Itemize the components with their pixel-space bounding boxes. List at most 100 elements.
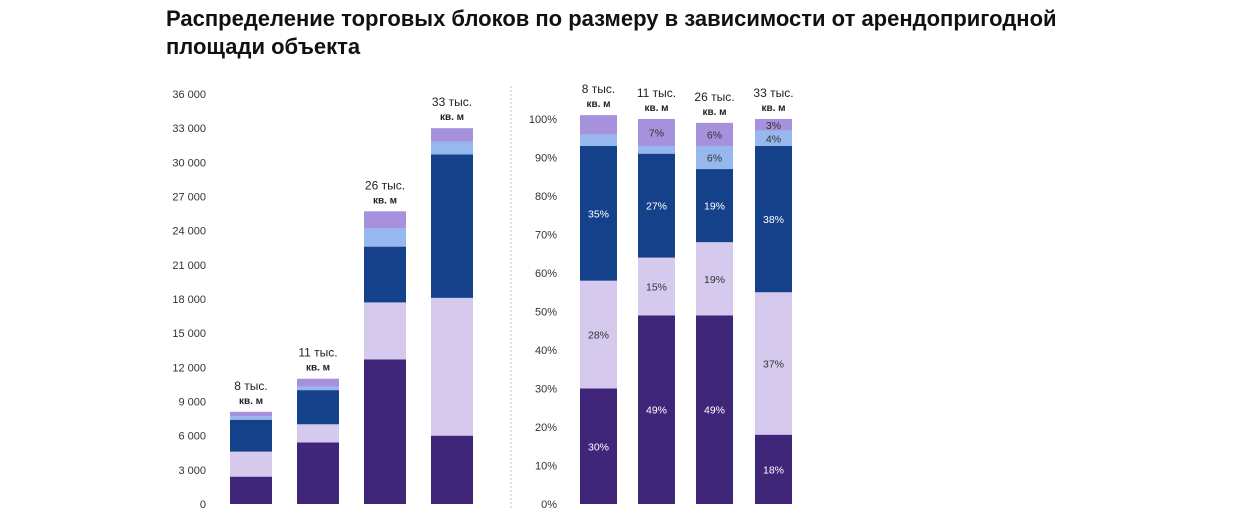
data-label: 28% xyxy=(588,330,609,342)
y-tick-label: 30% xyxy=(535,384,557,396)
data-label: 4% xyxy=(766,133,781,145)
bar-segment xyxy=(755,119,792,131)
data-label: 3% xyxy=(766,120,781,132)
bar-segment xyxy=(297,386,339,391)
bar-segment xyxy=(431,435,473,504)
bar-segment xyxy=(638,257,675,316)
bar-segment xyxy=(638,145,675,154)
percent-share-chart: 0% 10% 20% 30% 40% 50% 60% 70% 80% 90% 100% 30% 28% 3… xyxy=(529,82,794,511)
y-tick-label: 10% xyxy=(535,461,557,473)
bar-segment xyxy=(696,145,733,170)
bar-segment xyxy=(230,476,272,504)
bar-category-label: 8 тыс. xyxy=(582,82,615,96)
bar-category-label: 11 тыс. xyxy=(637,86,676,100)
y-tick-label: 9 000 xyxy=(178,397,206,409)
y-tick-label: 30 000 xyxy=(172,157,206,169)
bar-segment xyxy=(431,128,473,142)
bar-segment xyxy=(364,211,406,229)
bar-segment xyxy=(230,451,272,477)
bar-segment xyxy=(638,315,675,504)
y-tick-label: 50% xyxy=(535,307,557,319)
data-label: 6% xyxy=(707,129,722,141)
y-tick-label: 18 000 xyxy=(172,294,206,306)
bar-segment xyxy=(230,411,272,417)
bar-segment xyxy=(230,416,272,420)
bar-category-label-unit: кв. м xyxy=(306,363,330,374)
y-tick-label: 40% xyxy=(535,345,557,357)
bar-segment xyxy=(755,292,792,435)
bar-segment xyxy=(364,246,406,303)
data-label: 6% xyxy=(707,153,722,165)
bar-category-label: 11 тыс. xyxy=(298,346,337,360)
data-label: 30% xyxy=(588,441,609,453)
bar-category-label: 33 тыс. xyxy=(432,95,472,109)
bar-segment xyxy=(297,390,339,425)
y-tick-label: 20% xyxy=(535,422,557,434)
data-label: 15% xyxy=(646,281,667,293)
data-label: 18% xyxy=(763,464,784,476)
y-tick-label: 3 000 xyxy=(178,465,206,477)
bar-category-label-unit: кв. м xyxy=(702,107,726,118)
absolute-area-chart: 0 3 000 6 000 9 000 12 000 15 000 18 000 21 000… xyxy=(172,89,473,511)
bar-segment xyxy=(696,242,733,316)
bar-segment xyxy=(364,228,406,247)
y-tick-label: 12 000 xyxy=(172,362,206,374)
bar-segment xyxy=(297,442,339,504)
data-label: 35% xyxy=(588,208,609,220)
bar-segment xyxy=(580,388,617,504)
page-title-line-2: площади объекта xyxy=(166,34,361,59)
bar-segment xyxy=(364,359,406,504)
data-label: 37% xyxy=(763,358,784,370)
bar-segment xyxy=(755,145,792,293)
data-label: 19% xyxy=(704,274,725,286)
bar-category-label-unit: кв. м xyxy=(761,103,785,114)
bar-segment xyxy=(580,280,617,389)
bar-segment xyxy=(431,297,473,436)
bar-segment xyxy=(755,130,792,146)
bar-category-label-unit: кв. м xyxy=(586,99,610,110)
bar-category-label: 8 тыс. xyxy=(234,379,267,393)
bar-segment xyxy=(431,141,473,155)
page-title-line-1: Распределение торговых блоков по размеру… xyxy=(166,6,1057,31)
y-tick-label: 100% xyxy=(529,114,557,126)
y-tick-label: 33 000 xyxy=(172,123,206,135)
bar-category-label-unit: кв. м xyxy=(644,103,668,114)
bar-segment xyxy=(297,378,339,387)
y-tick-label: 21 000 xyxy=(172,260,206,272)
data-label: 27% xyxy=(646,201,667,213)
data-label: 49% xyxy=(704,405,725,417)
data-label: 38% xyxy=(763,214,784,226)
y-tick-label: 24 000 xyxy=(172,226,206,238)
bar-segment xyxy=(230,419,272,452)
data-label: 49% xyxy=(646,405,667,417)
y-tick-label: 0% xyxy=(541,499,557,511)
y-tick-label: 36 000 xyxy=(172,89,206,101)
bar-segment xyxy=(580,145,617,281)
data-label: 19% xyxy=(704,201,725,213)
bar-segment xyxy=(755,434,792,504)
bar-category-label: 26 тыс. xyxy=(694,90,734,104)
y-tick-label: 0 xyxy=(200,499,206,511)
y-tick-label: 70% xyxy=(535,230,557,242)
bar-segment xyxy=(638,153,675,258)
bar-segment xyxy=(580,115,617,135)
bar-segment xyxy=(638,119,675,146)
bar-segment xyxy=(364,302,406,360)
bar-category-label: 33 тыс. xyxy=(753,86,793,100)
bar-segment xyxy=(696,169,733,243)
bar-segment xyxy=(297,424,339,443)
data-label: 7% xyxy=(649,127,664,139)
y-tick-label: 15 000 xyxy=(172,328,206,340)
bar-segment xyxy=(580,134,617,146)
y-tick-label: 80% xyxy=(535,191,557,203)
page-title: Распределение торговых блоков по размеру… xyxy=(166,5,1166,61)
bar-category-label-unit: кв. м xyxy=(440,112,464,123)
bar-segment xyxy=(696,122,733,146)
y-tick-label: 27 000 xyxy=(172,192,206,204)
bar-segment xyxy=(696,315,733,504)
y-tick-label: 60% xyxy=(535,268,557,280)
bar-category-label-unit: кв. м xyxy=(373,195,397,206)
bar-category-label: 26 тыс. xyxy=(365,178,405,192)
bar-segment xyxy=(431,154,473,298)
